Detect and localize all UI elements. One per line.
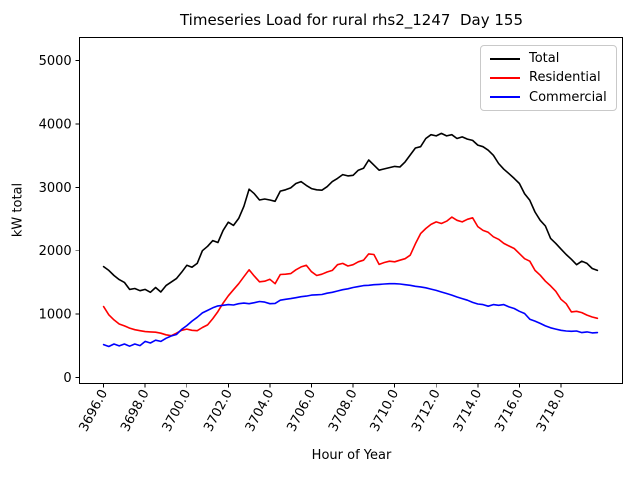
x-axis-label: Hour of Year bbox=[311, 448, 392, 463]
legend-line-swatch bbox=[490, 96, 520, 99]
legend-item-residential: Residential bbox=[490, 71, 614, 84]
legend-item-total: Total bbox=[490, 52, 614, 65]
x-tick-label: 3710.0 bbox=[368, 387, 403, 434]
x-tick-label: 3702.0 bbox=[201, 387, 236, 434]
x-tick-label: 3698.0 bbox=[118, 387, 153, 434]
x-tick-label: 3704.0 bbox=[243, 387, 278, 434]
y-tick-label: 2000 bbox=[39, 244, 72, 259]
x-tick-label: 3712.0 bbox=[409, 387, 444, 434]
legend-label: Total bbox=[529, 51, 560, 67]
y-tick-label: 5000 bbox=[39, 54, 72, 69]
x-tick-label: 3718.0 bbox=[534, 387, 569, 434]
legend: Total Residential Commercial bbox=[480, 45, 617, 111]
chart-title: Timeseries Load for rural rhs2_1247 Day … bbox=[179, 11, 523, 29]
x-tick-label: 3696.0 bbox=[77, 387, 112, 434]
y-tick-label: 0 bbox=[63, 371, 71, 386]
y-tick-label: 3000 bbox=[39, 181, 72, 196]
y-tick-label: 4000 bbox=[39, 117, 72, 132]
x-tick-label: 3700.0 bbox=[160, 387, 195, 434]
legend-label: Residential bbox=[529, 70, 601, 86]
series-line-commercial bbox=[102, 282, 599, 348]
legend-label: Commercial bbox=[529, 89, 607, 105]
y-tick-label: 1000 bbox=[39, 308, 72, 323]
x-tick-label: 3708.0 bbox=[326, 387, 361, 434]
legend-line-swatch bbox=[490, 76, 520, 79]
x-tick-label: 3716.0 bbox=[492, 387, 527, 434]
axes-frame bbox=[79, 36, 623, 384]
x-tick-label: 3714.0 bbox=[451, 387, 486, 434]
legend-item-commercial: Commercial bbox=[490, 91, 614, 104]
legend-line-swatch bbox=[490, 57, 520, 60]
series-line-residential bbox=[102, 216, 599, 337]
series-line-total bbox=[102, 132, 599, 294]
x-tick-label: 3706.0 bbox=[284, 387, 319, 434]
y-axis-label: kW total bbox=[10, 182, 26, 238]
